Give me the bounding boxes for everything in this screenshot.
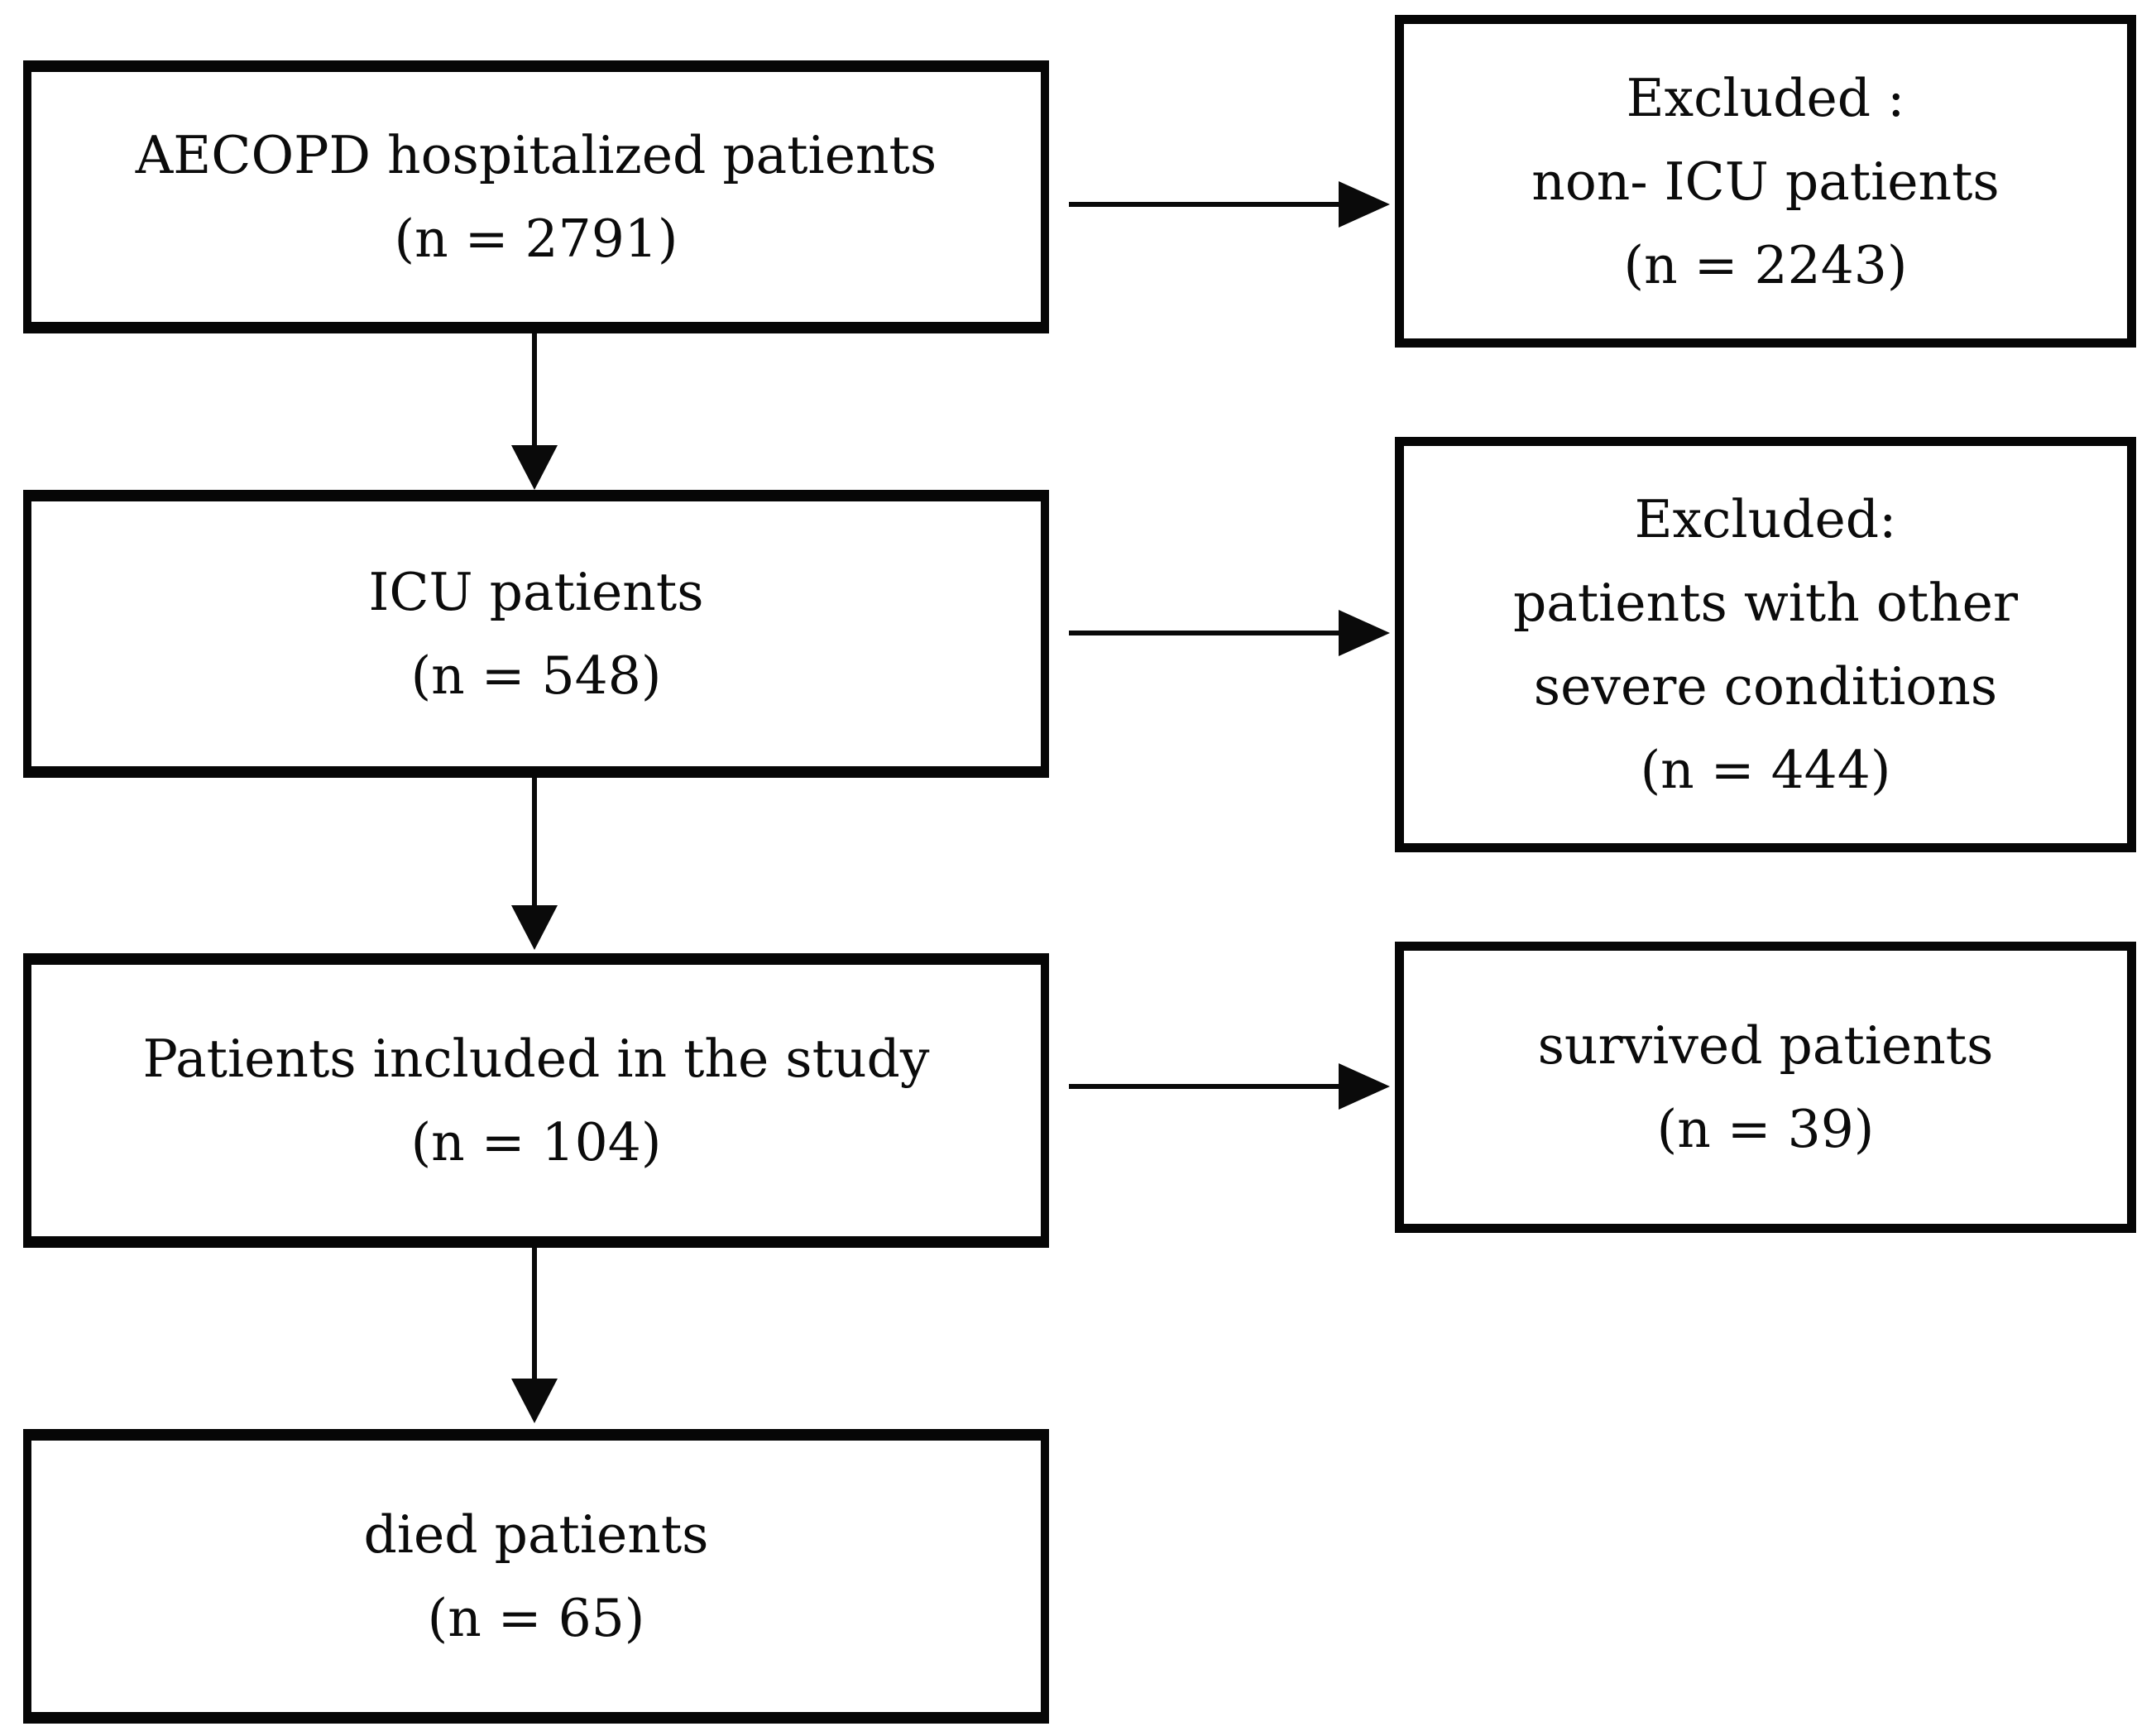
box-count-line: (n = 444) (1640, 740, 1891, 800)
arrow-head-down-icon (511, 445, 558, 490)
arrow-head-down-icon (511, 1379, 558, 1423)
box-label-line: Excluded: (1634, 489, 1897, 549)
arrow-head-right-icon (1339, 610, 1390, 656)
box-count-line: (n = 2243) (1623, 234, 1908, 295)
arrow-line (532, 778, 537, 907)
arrow-line (1069, 631, 1340, 635)
flow-box-excluded-non-icu: Excluded : non- ICU patients (n = 2243) (1395, 15, 2136, 348)
box-label-line: non- ICU patients (1531, 151, 2000, 212)
arrow-line (532, 1248, 537, 1380)
box-count-line: (n = 39) (1656, 1099, 1875, 1159)
box-label-line: Excluded : (1626, 67, 1905, 128)
arrow-head-right-icon (1339, 1063, 1390, 1110)
flow-box-patients-included: Patients included in the study (n = 104) (23, 953, 1049, 1248)
box-count-line: (n = 65) (427, 1588, 645, 1648)
arrow-line (1069, 202, 1340, 207)
arrow-line (1069, 1084, 1340, 1089)
flow-box-excluded-severe-conditions: Excluded: patients with other severe con… (1395, 437, 2136, 852)
box-label-line: died patients (363, 1504, 709, 1565)
flow-box-icu-patients: ICU patients (n = 548) (23, 490, 1049, 778)
box-label-line: patients with other (1512, 573, 2019, 633)
flow-box-died-patients: died patients (n = 65) (23, 1429, 1049, 1724)
arrow-head-right-icon (1339, 181, 1390, 228)
box-count-line: (n = 548) (410, 645, 662, 706)
arrow-line (532, 333, 537, 447)
flow-box-survived-patients: survived patients (n = 39) (1395, 942, 2136, 1233)
box-label-line: Patients included in the study (142, 1029, 930, 1089)
box-label-line: ICU patients (368, 562, 704, 622)
box-count-line: (n = 2791) (394, 209, 678, 269)
flow-box-aecopd-hospitalized-patients: AECOPD hospitalized patients (n = 2791) (23, 60, 1049, 333)
box-label-line: AECOPD hospitalized patients (135, 125, 937, 185)
box-label-line: severe conditions (1533, 656, 1998, 717)
arrow-head-down-icon (511, 905, 558, 950)
box-label-line: survived patients (1537, 1015, 1994, 1076)
box-count-line: (n = 104) (410, 1112, 662, 1173)
